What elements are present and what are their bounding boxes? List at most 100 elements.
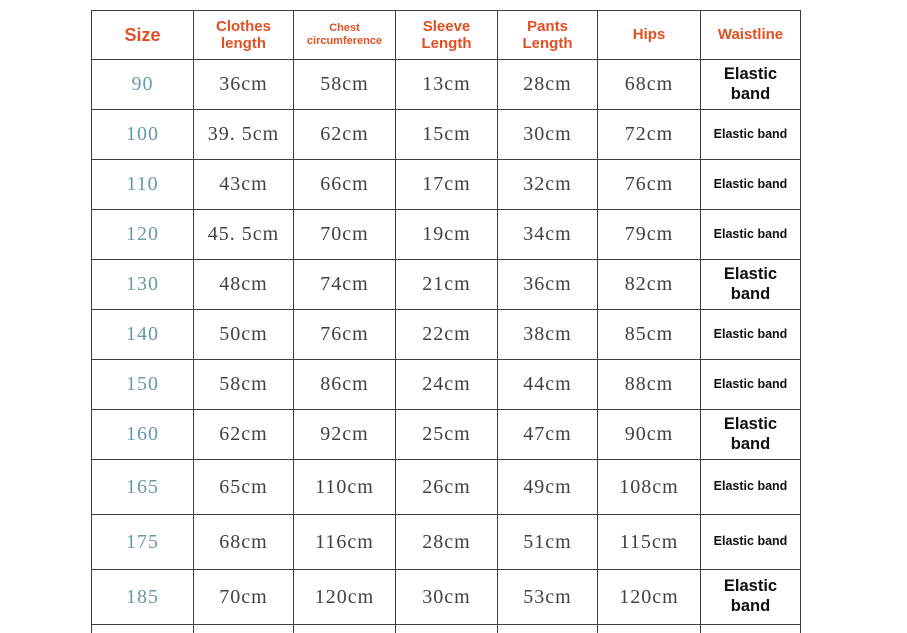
hips-cell: 120cm	[597, 569, 701, 625]
sleeve-length-cell: 21cm	[395, 259, 498, 310]
size-cell: 110	[91, 159, 194, 210]
size-cell: 140	[91, 309, 194, 360]
sleeve-length-cell: 13cm	[395, 59, 498, 110]
size-cell: 100	[91, 109, 194, 160]
waistline-cell: Elastic band	[700, 459, 801, 515]
clothes-length-cell: 50cm	[193, 309, 294, 360]
size-cell: 185	[91, 569, 194, 625]
clothes-length-cell: 36cm	[193, 59, 294, 110]
chest-circumference-cell: 66cm	[293, 159, 396, 210]
empty-cell	[293, 624, 396, 633]
table-body: 90 36cm 58cm 13cm 28cm 68cm Elastic band 100 39.…	[91, 59, 801, 633]
clothes-length-cell: 65cm	[193, 459, 294, 515]
pants-length-cell: 51cm	[497, 514, 598, 570]
size-cell: 120	[91, 209, 194, 260]
column-header-sleeve-length: Sleeve Length	[395, 10, 498, 60]
pants-length-cell: 34cm	[497, 209, 598, 260]
waistline-cell: Elastic band	[700, 409, 801, 460]
empty-row	[91, 624, 801, 633]
hips-cell: 88cm	[597, 359, 701, 410]
table-row: 120 45. 5cm 70cm 19cm 34cm 79cm Elastic band	[91, 209, 801, 260]
waistline-cell: Elastic band	[700, 359, 801, 410]
sleeve-length-cell: 24cm	[395, 359, 498, 410]
chest-circumference-cell: 58cm	[293, 59, 396, 110]
pants-length-cell: 53cm	[497, 569, 598, 625]
column-header-pants-length: Pants Length	[497, 10, 598, 60]
empty-cell	[395, 624, 498, 633]
pants-length-cell: 49cm	[497, 459, 598, 515]
sleeve-length-cell: 25cm	[395, 409, 498, 460]
size-cell: 130	[91, 259, 194, 310]
sleeve-length-cell: 30cm	[395, 569, 498, 625]
clothes-length-cell: 58cm	[193, 359, 294, 410]
hips-cell: 76cm	[597, 159, 701, 210]
waistline-cell: Elastic band	[700, 309, 801, 360]
size-cell: 90	[91, 59, 194, 110]
sleeve-length-cell: 19cm	[395, 209, 498, 260]
waistline-cell: Elastic band	[700, 514, 801, 570]
sleeve-length-cell: 15cm	[395, 109, 498, 160]
chest-circumference-cell: 62cm	[293, 109, 396, 160]
clothes-length-cell: 39. 5cm	[193, 109, 294, 160]
pants-length-cell: 30cm	[497, 109, 598, 160]
sleeve-length-cell: 17cm	[395, 159, 498, 210]
hips-cell: 72cm	[597, 109, 701, 160]
table-row: 185 70cm 120cm 30cm 53cm 120cm Elastic band	[91, 569, 801, 625]
sleeve-length-cell: 22cm	[395, 309, 498, 360]
waistline-cell: Elastic band	[700, 209, 801, 260]
table-row: 160 62cm 92cm 25cm 47cm 90cm Elastic band	[91, 409, 801, 460]
table-row: 165 65cm 110cm 26cm 49cm 108cm Elastic band	[91, 459, 801, 515]
table-row: 130 48cm 74cm 21cm 36cm 82cm Elastic band	[91, 259, 801, 310]
hips-cell: 79cm	[597, 209, 701, 260]
column-header-size: Size	[91, 10, 194, 60]
chest-circumference-cell: 120cm	[293, 569, 396, 625]
table-header: Size Clothes length Chest circumference …	[91, 10, 801, 60]
hips-cell: 115cm	[597, 514, 701, 570]
column-header-clothes-length: Clothes length	[193, 10, 294, 60]
sleeve-length-cell: 26cm	[395, 459, 498, 515]
waistline-cell: Elastic band	[700, 109, 801, 160]
pants-length-cell: 32cm	[497, 159, 598, 210]
hips-cell: 90cm	[597, 409, 701, 460]
empty-cell	[700, 624, 801, 633]
hips-cell: 68cm	[597, 59, 701, 110]
clothes-length-cell: 45. 5cm	[193, 209, 294, 260]
pants-length-cell: 38cm	[497, 309, 598, 360]
pants-length-cell: 36cm	[497, 259, 598, 310]
header-row: Size Clothes length Chest circumference …	[91, 10, 801, 60]
chest-circumference-cell: 70cm	[293, 209, 396, 260]
waistline-cell: Elastic band	[700, 259, 801, 310]
table-row: 150 58cm 86cm 24cm 44cm 88cm Elastic band	[91, 359, 801, 410]
chest-circumference-cell: 92cm	[293, 409, 396, 460]
hips-cell: 85cm	[597, 309, 701, 360]
hips-cell: 82cm	[597, 259, 701, 310]
pants-length-cell: 44cm	[497, 359, 598, 410]
clothes-length-cell: 70cm	[193, 569, 294, 625]
empty-cell	[193, 624, 294, 633]
pants-length-cell: 28cm	[497, 59, 598, 110]
clothes-length-cell: 48cm	[193, 259, 294, 310]
table-row: 175 68cm 116cm 28cm 51cm 115cm Elastic band	[91, 514, 801, 570]
empty-cell	[597, 624, 701, 633]
size-cell: 165	[91, 459, 194, 515]
waistline-cell: Elastic band	[700, 59, 801, 110]
clothes-length-cell: 62cm	[193, 409, 294, 460]
chest-circumference-cell: 76cm	[293, 309, 396, 360]
chest-circumference-cell: 86cm	[293, 359, 396, 410]
chest-circumference-cell: 116cm	[293, 514, 396, 570]
empty-cell	[91, 624, 194, 633]
column-header-hips: Hips	[597, 10, 701, 60]
column-header-chest-circumference: Chest circumference	[293, 10, 396, 60]
table-row: 110 43cm 66cm 17cm 32cm 76cm Elastic band	[91, 159, 801, 210]
size-cell: 175	[91, 514, 194, 570]
pants-length-cell: 47cm	[497, 409, 598, 460]
table-row: 140 50cm 76cm 22cm 38cm 85cm Elastic band	[91, 309, 801, 360]
table-row: 100 39. 5cm 62cm 15cm 30cm 72cm Elastic band	[91, 109, 801, 160]
empty-cell	[497, 624, 598, 633]
clothes-length-cell: 43cm	[193, 159, 294, 210]
column-header-waistline: Waistline	[700, 10, 801, 60]
hips-cell: 108cm	[597, 459, 701, 515]
clothes-length-cell: 68cm	[193, 514, 294, 570]
table-row: 90 36cm 58cm 13cm 28cm 68cm Elastic band	[91, 59, 801, 110]
